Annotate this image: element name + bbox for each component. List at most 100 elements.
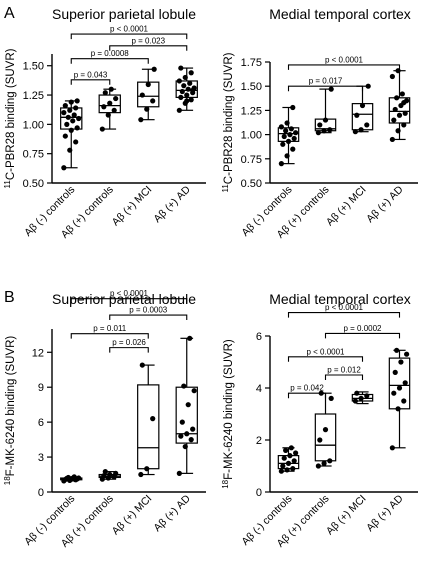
y-tick-label: 0.50 (23, 178, 44, 190)
data-point (138, 471, 144, 478)
significance-label: p = 0.012 (327, 366, 361, 375)
data-point (102, 469, 108, 475)
data-point (291, 458, 297, 464)
y-tick-label: 1.25 (23, 90, 44, 102)
data-point (401, 398, 407, 404)
data-point (389, 445, 395, 451)
data-point (73, 105, 79, 111)
significance-label: p < 0.0001 (325, 55, 364, 64)
y-tick-label: 0 (38, 487, 44, 499)
y-tick-label: 0.75 (241, 154, 262, 166)
data-point (151, 66, 157, 72)
significance-label: p = 0.026 (112, 338, 146, 347)
significance-label: p = 0.0003 (129, 306, 168, 315)
data-point (178, 94, 184, 100)
data-point (101, 473, 107, 479)
data-point (391, 390, 397, 396)
data-point (188, 97, 194, 103)
x-tick-label: Aβ (+) MCI (110, 184, 155, 229)
y-tick-label: 1.50 (23, 61, 44, 73)
significance-label: p < 0.0001 (306, 347, 345, 356)
significance-bracket (324, 332, 401, 339)
data-point (389, 73, 395, 80)
data-point (178, 433, 184, 439)
data-point (290, 466, 296, 472)
box (314, 413, 337, 462)
data-point (283, 128, 289, 134)
y-axis-label: 11C-PBR28 binding (SUVR) (3, 48, 17, 188)
data-point (395, 406, 401, 412)
data-point (71, 474, 77, 480)
data-point (354, 112, 360, 118)
data-point (287, 453, 293, 459)
data-point (358, 395, 364, 401)
data-point (76, 475, 82, 481)
data-point (65, 114, 71, 120)
significance-label: p = 0.023 (131, 36, 165, 45)
chart-a-left: Superior parietal lobule 0.50 0.75 1.00 1.2… (3, 6, 206, 241)
significance-bracket (109, 314, 188, 321)
panel-label-b: B (4, 289, 15, 306)
data-point (284, 467, 290, 473)
data-point (187, 80, 193, 86)
data-point (284, 120, 290, 126)
data-point (144, 106, 150, 112)
significance-bracket (70, 333, 149, 339)
chart-a-right: Medial temporal cortex 0.50 0.75 1.00 1.25 1… (221, 6, 418, 241)
y-tick-label: 0.50 (241, 178, 262, 190)
x-tick-label: Aβ (+) AD (364, 183, 406, 225)
data-point (392, 369, 398, 375)
data-point (185, 402, 191, 408)
data-point (138, 117, 144, 123)
chart-b-right: Medial temporal cortex 0 2 4 6 18F-MK-6240 b… (221, 291, 418, 550)
significance-bracket (70, 33, 188, 40)
data-point (352, 398, 358, 404)
significance-bracket (70, 298, 188, 304)
data-point (389, 136, 395, 143)
significance-bracket (109, 45, 188, 51)
data-point (107, 471, 113, 478)
data-point (71, 112, 77, 118)
y-axis-label-text: F-MK-6240 binding (SUVR) (5, 336, 17, 477)
data-point (188, 437, 194, 443)
data-point (293, 130, 299, 136)
data-point (62, 133, 68, 139)
data-point (187, 335, 193, 341)
significance-label: p = 0.017 (309, 77, 343, 86)
data-point (64, 121, 70, 127)
significance-bracket (287, 64, 401, 70)
data-point (327, 458, 333, 464)
y-tick-label: 12 (32, 347, 44, 359)
y-tick-label: 1.75 (241, 57, 262, 69)
significance-bracket (287, 356, 364, 362)
y-tick-label: 1.50 (241, 81, 262, 93)
data-point (61, 165, 67, 171)
x-tick-label: Aβ (+) AD (364, 492, 406, 534)
significance-label: p < 0.0001 (325, 303, 364, 312)
significance-label: p < 0.0001 (110, 25, 149, 34)
significance-label: p = 0.0002 (343, 324, 382, 333)
data-point (184, 92, 190, 98)
data-point (74, 98, 80, 104)
significance-label: p = 0.0008 (91, 49, 130, 58)
data-point (317, 122, 323, 128)
data-point (281, 133, 287, 140)
y-tick-label: 1.25 (241, 105, 262, 117)
data-point (150, 98, 156, 104)
data-point (322, 427, 329, 433)
data-point (65, 474, 71, 481)
significance-bracket (287, 85, 364, 92)
data-point (396, 112, 403, 118)
data-point (179, 419, 185, 425)
significance-bracket (70, 79, 111, 85)
panel-label-a: A (4, 5, 15, 22)
data-point (280, 463, 286, 469)
data-point (396, 385, 403, 391)
chart-title: Medial temporal cortex (269, 291, 411, 307)
data-point (111, 107, 117, 113)
data-point (401, 100, 407, 106)
significance-label: p < 0.0001 (110, 289, 149, 298)
data-point (281, 455, 287, 461)
data-point (185, 86, 191, 92)
